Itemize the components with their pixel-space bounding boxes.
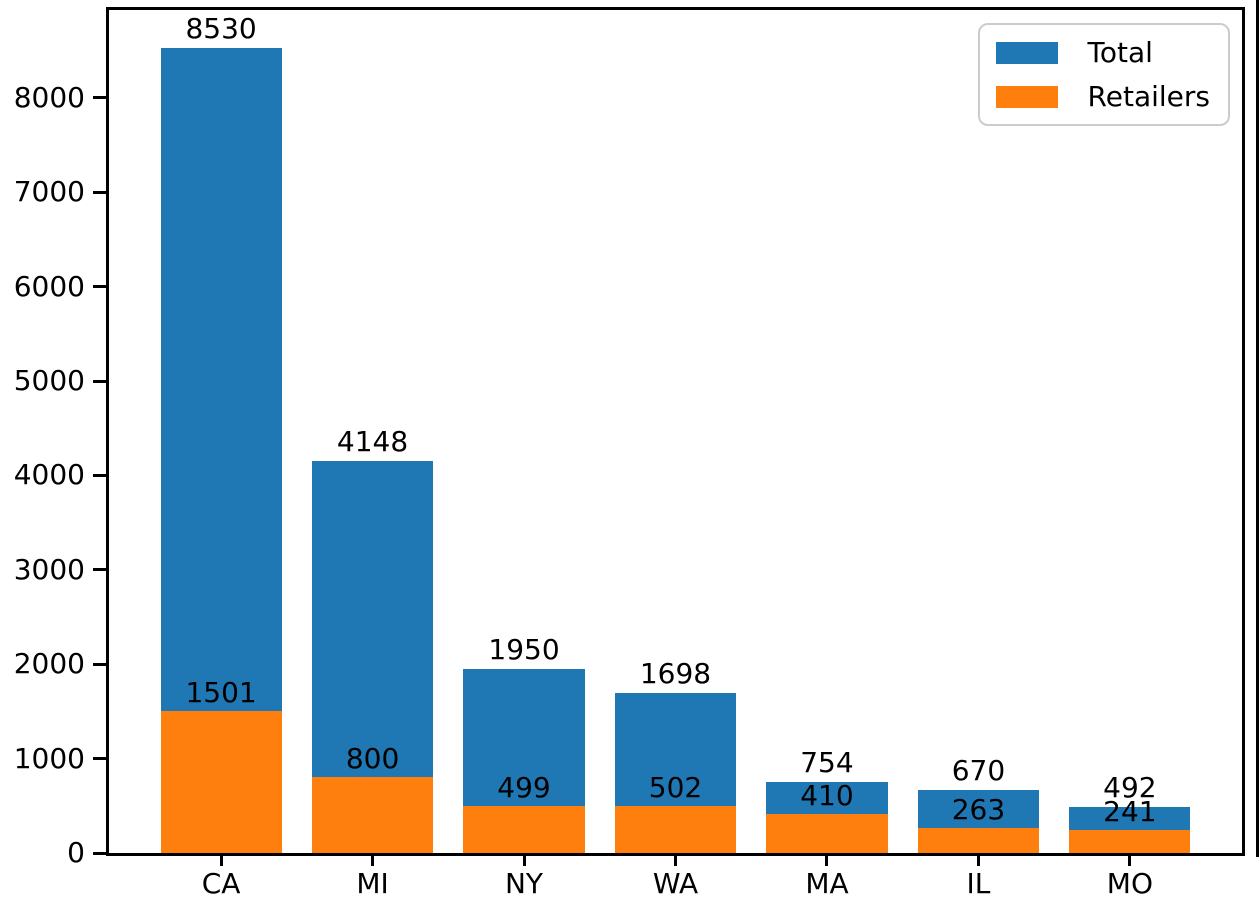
x-tick [825,856,829,866]
bar-group-ny: 1950 499 [463,635,585,853]
x-tick-label-wa: WA [652,867,699,900]
x-tick [371,856,375,866]
bar-retailers-segment [614,805,737,853]
x-tick-label-mi: MI [356,867,389,900]
bar-retailers-segment [1069,830,1191,853]
x-tick [1128,856,1132,866]
y-tick [93,285,106,289]
bar-retailers-segment [463,805,585,853]
bar-retailers-label: 499 [497,770,551,804]
bar-retailers-segment [311,777,434,853]
bar-total-label: 1950 [488,632,560,666]
y-tick [93,662,106,666]
bar-group-mi: 4148 800 [311,428,434,853]
y-tick-label: 7000 [13,175,85,209]
bar-total-label: 1698 [639,656,712,690]
x-tick [674,856,677,866]
legend: Total Retailers [977,23,1230,126]
bar-total-label: 492 [1103,770,1157,804]
bar-total-label: 670 [951,753,1006,787]
legend-row-retailers: Retailers [995,79,1210,113]
legend-swatch-total [995,41,1058,64]
legend-swatch-retailers [995,85,1058,108]
bar-retailers-label: 502 [648,770,703,804]
legend-label-retailers: Retailers [1087,79,1210,113]
y-tick [93,851,106,855]
y-tick-label: 5000 [13,364,85,397]
plot-area: Total Retailers 0 1000 2000 3000 4000 5000 6000… [14,7,1245,898]
bar-retailers-label: 241 [1103,795,1157,829]
bar-retailers-label: 263 [951,793,1006,827]
bar-retailers-label: 800 [345,742,400,776]
bar-group-ca: 8530 1501 [160,14,282,853]
y-tick-label: 1000 [13,741,85,775]
bar-group-ma: 754 410 [766,748,888,853]
y-tick-label: 2000 [13,647,85,681]
x-tick-label-ca: CA [201,867,241,900]
x-tick [976,856,980,866]
y-tick-label: 6000 [13,269,85,303]
x-tick [219,856,223,866]
bar-group-wa: 1698 502 [614,659,737,853]
cropped-frame-right-edge-line [1256,0,1259,857]
bar-total-label: 754 [800,745,854,779]
bar-retailers-label: 410 [800,779,854,813]
y-tick [93,190,106,194]
bar-retailers-segment [917,828,1040,853]
y-tick-label: 3000 [13,552,85,586]
bar-total-label: 8530 [185,11,257,45]
y-tick [93,96,106,100]
y-tick-label: 0 [67,836,85,869]
bar-total-label: 4148 [336,425,409,459]
x-tick-label-il: IL [966,867,991,900]
y-tick [93,757,106,761]
x-tick [522,856,526,866]
bar-group-mo: 492 241 [1069,773,1191,853]
y-tick [93,568,106,572]
x-tick-label-ny: NY [504,867,544,900]
y-tick-label: 4000 [13,458,85,492]
x-tick-label-ma: MA [805,867,849,900]
bar-retailers-segment [160,711,282,853]
bar-retailers-label: 1501 [185,676,257,710]
bar-group-il: 670 263 [917,756,1040,853]
y-tick [93,379,106,383]
legend-row-total: Total [995,35,1210,69]
legend-label-total: Total [1087,35,1153,69]
x-tick-label-mo: MO [1106,867,1154,900]
y-tick [93,473,106,477]
y-tick-label: 8000 [13,80,85,114]
bar-retailers-segment [766,814,888,853]
